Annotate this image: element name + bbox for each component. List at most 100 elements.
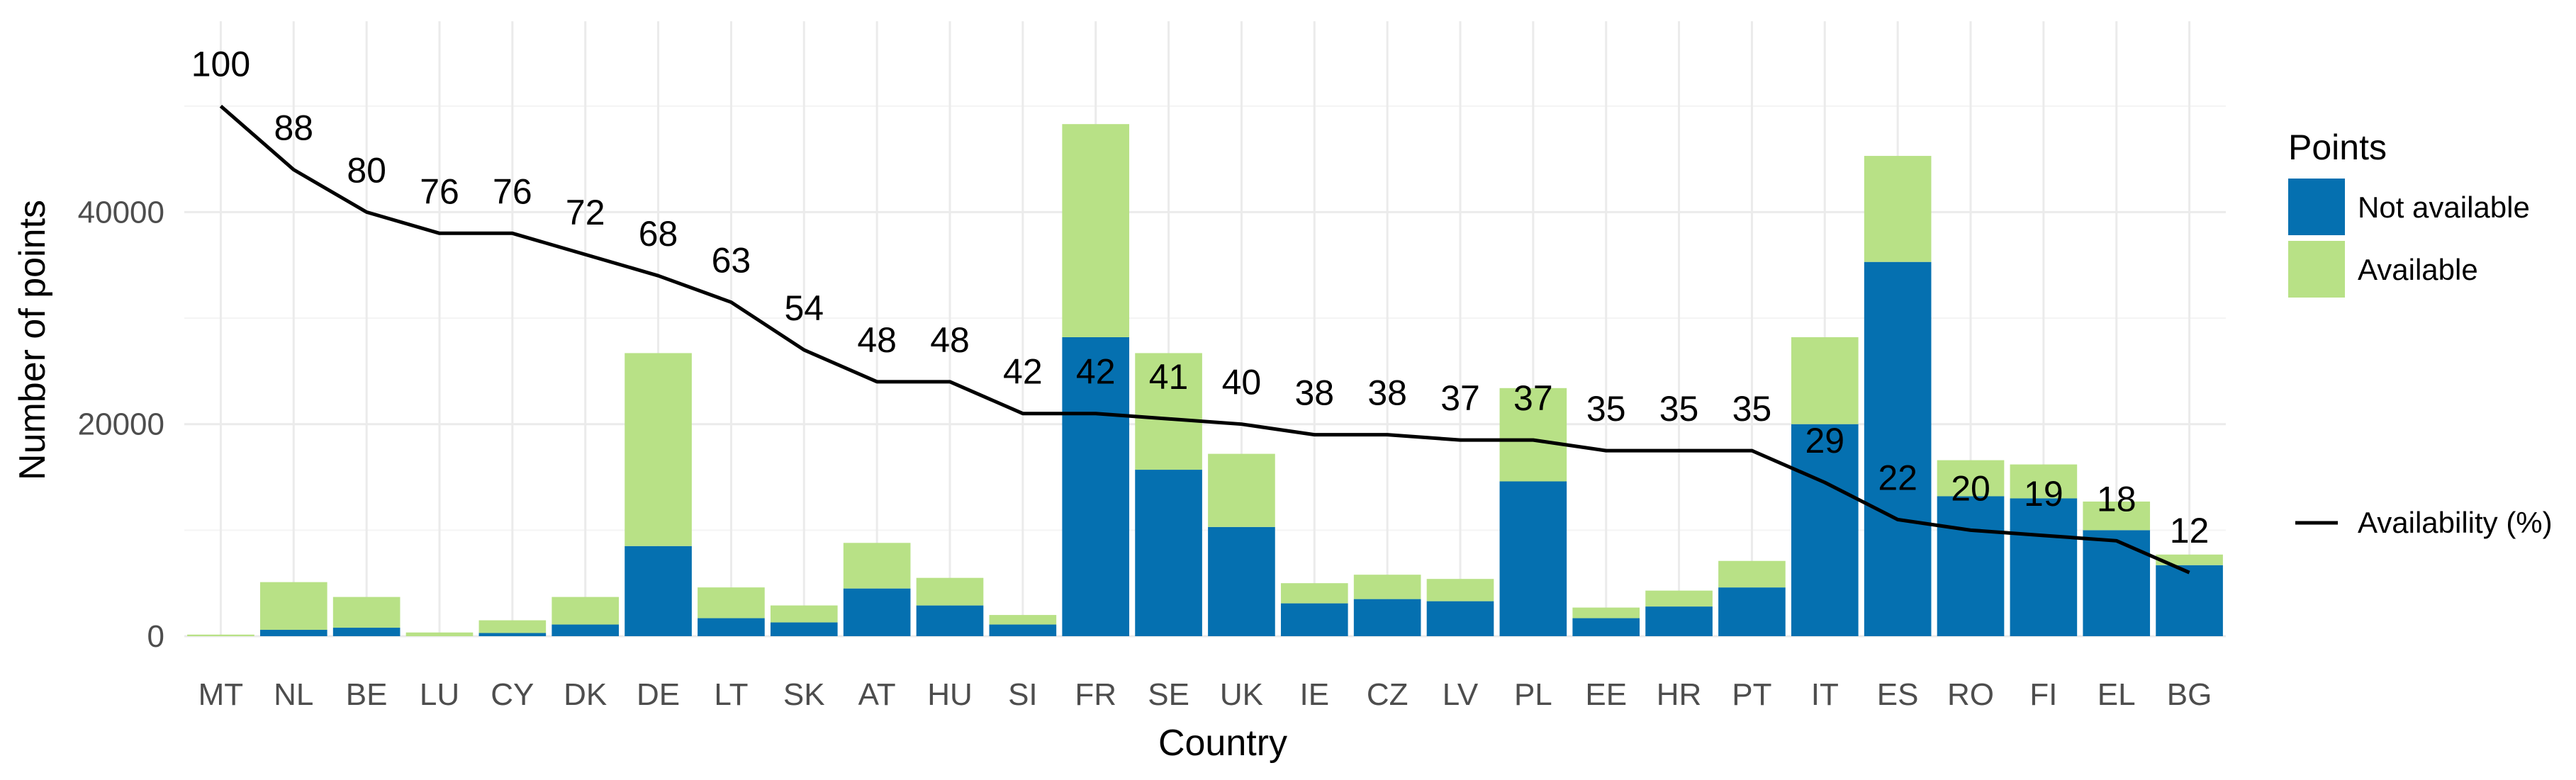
availability-line — [219, 104, 2190, 575]
bar-available — [2156, 554, 2223, 565]
bar-not-available — [1937, 496, 2005, 636]
bar-not-available — [698, 618, 765, 636]
bar-available — [770, 605, 838, 623]
bar-available — [405, 632, 474, 636]
x-tick-label: LU — [420, 677, 459, 712]
availability-label: 35 — [1732, 389, 1772, 429]
x-tick-label: BG — [2167, 677, 2212, 712]
x-tick-label: IE — [1299, 677, 1329, 712]
bar-not-available — [989, 624, 1057, 636]
bar-not-available — [1791, 424, 1859, 636]
availability-label: 37 — [1513, 378, 1553, 418]
legend-swatch-available — [2288, 241, 2345, 298]
x-tick-label: CY — [491, 677, 534, 712]
y-tick-label: 40000 — [78, 195, 164, 230]
bar-not-available — [332, 628, 401, 636]
bar-available — [1353, 575, 1421, 599]
x-tick-label: DE — [637, 677, 680, 712]
bar-available — [187, 634, 254, 636]
legend-label-availability: Availability (%) — [2358, 506, 2553, 539]
x-tick-label: HU — [927, 677, 973, 712]
bar-available — [1062, 124, 1130, 337]
y-axis-title: Number of points — [12, 200, 53, 480]
bar-available — [2083, 501, 2151, 531]
availability-label: 100 — [191, 45, 250, 84]
x-tick-label: MT — [198, 677, 244, 712]
bar-not-available — [1864, 261, 1932, 636]
y-tick-label: 20000 — [78, 407, 164, 442]
bar-available — [1280, 583, 1348, 604]
grid — [184, 21, 2226, 638]
availability-label: 88 — [274, 108, 313, 148]
bar-not-available — [843, 588, 911, 636]
legend-label-not-available: Not available — [2358, 191, 2530, 224]
availability-label: 42 — [1076, 352, 1116, 392]
x-tick-label: PT — [1732, 677, 1771, 712]
bar-not-available — [1353, 599, 1421, 636]
x-tick-label: SE — [1148, 677, 1189, 712]
availability-label: 38 — [1294, 373, 1334, 413]
x-tick-label: PL — [1514, 677, 1552, 712]
bar-not-available — [551, 624, 620, 636]
availability-label: 19 — [2024, 474, 2063, 514]
bar-available — [2010, 464, 2078, 499]
availability-label: 20 — [1951, 468, 1990, 508]
bar-not-available — [625, 546, 692, 636]
bar-not-available — [770, 622, 838, 636]
y-axis-ticks: 0 20000 40000 — [78, 195, 164, 654]
availability-label: 18 — [2097, 479, 2137, 519]
availability-label: 40 — [1222, 363, 1262, 402]
availability-label: 68 — [639, 214, 678, 254]
x-tick-label: RO — [1947, 677, 1994, 712]
bar-not-available — [2010, 498, 2078, 636]
bar-available — [1499, 388, 1567, 482]
x-tick-label: FR — [1075, 677, 1116, 712]
x-tick-label: SI — [1008, 677, 1038, 712]
bar-available — [1791, 337, 1859, 424]
x-tick-label: NL — [274, 677, 313, 712]
bar-available — [259, 582, 327, 631]
bar-not-available — [2083, 530, 2151, 636]
x-tick-label: BE — [346, 677, 388, 712]
bar-not-available — [1208, 526, 1275, 636]
bar-available — [989, 615, 1057, 625]
bar-available — [1572, 607, 1640, 618]
bar-available — [551, 597, 620, 625]
x-tick-label: IT — [1811, 677, 1839, 712]
availability-label: 72 — [566, 193, 605, 232]
bar-available — [1718, 560, 1786, 588]
x-tick-label: CZ — [1367, 677, 1409, 712]
bar-available — [1864, 156, 1932, 262]
bar-available — [1645, 590, 1713, 607]
x-tick-label: EE — [1585, 677, 1627, 712]
bar-available — [1208, 453, 1275, 527]
bar-not-available — [1718, 587, 1786, 636]
x-tick-label: LV — [1443, 677, 1479, 712]
availability-label: 54 — [784, 288, 824, 328]
x-tick-label: EL — [2098, 677, 2136, 712]
availability-label: 12 — [2170, 511, 2210, 550]
bar-not-available — [1645, 606, 1713, 636]
availability-label: 29 — [1805, 421, 1844, 460]
bar-not-available — [2156, 565, 2223, 636]
legend-title: Points — [2288, 128, 2387, 167]
availability-label: 63 — [712, 241, 751, 281]
bar-available — [332, 597, 401, 628]
bar-not-available — [1135, 470, 1202, 636]
bar-not-available — [1280, 603, 1348, 636]
availability-label: 37 — [1440, 378, 1480, 418]
availability-label: 76 — [420, 171, 459, 211]
availability-label: 38 — [1367, 373, 1407, 413]
bar-available — [478, 620, 547, 633]
bar-available — [916, 577, 984, 606]
legend-swatch-not-available — [2288, 179, 2345, 235]
bar-not-available — [259, 630, 327, 636]
availability-label: 35 — [1586, 389, 1626, 429]
bar-not-available — [1062, 337, 1130, 636]
bar-not-available — [916, 605, 984, 636]
availability-label: 41 — [1149, 357, 1189, 397]
bar-available — [843, 543, 911, 589]
availability-label: 48 — [857, 320, 897, 360]
availability-label: 35 — [1659, 389, 1699, 429]
